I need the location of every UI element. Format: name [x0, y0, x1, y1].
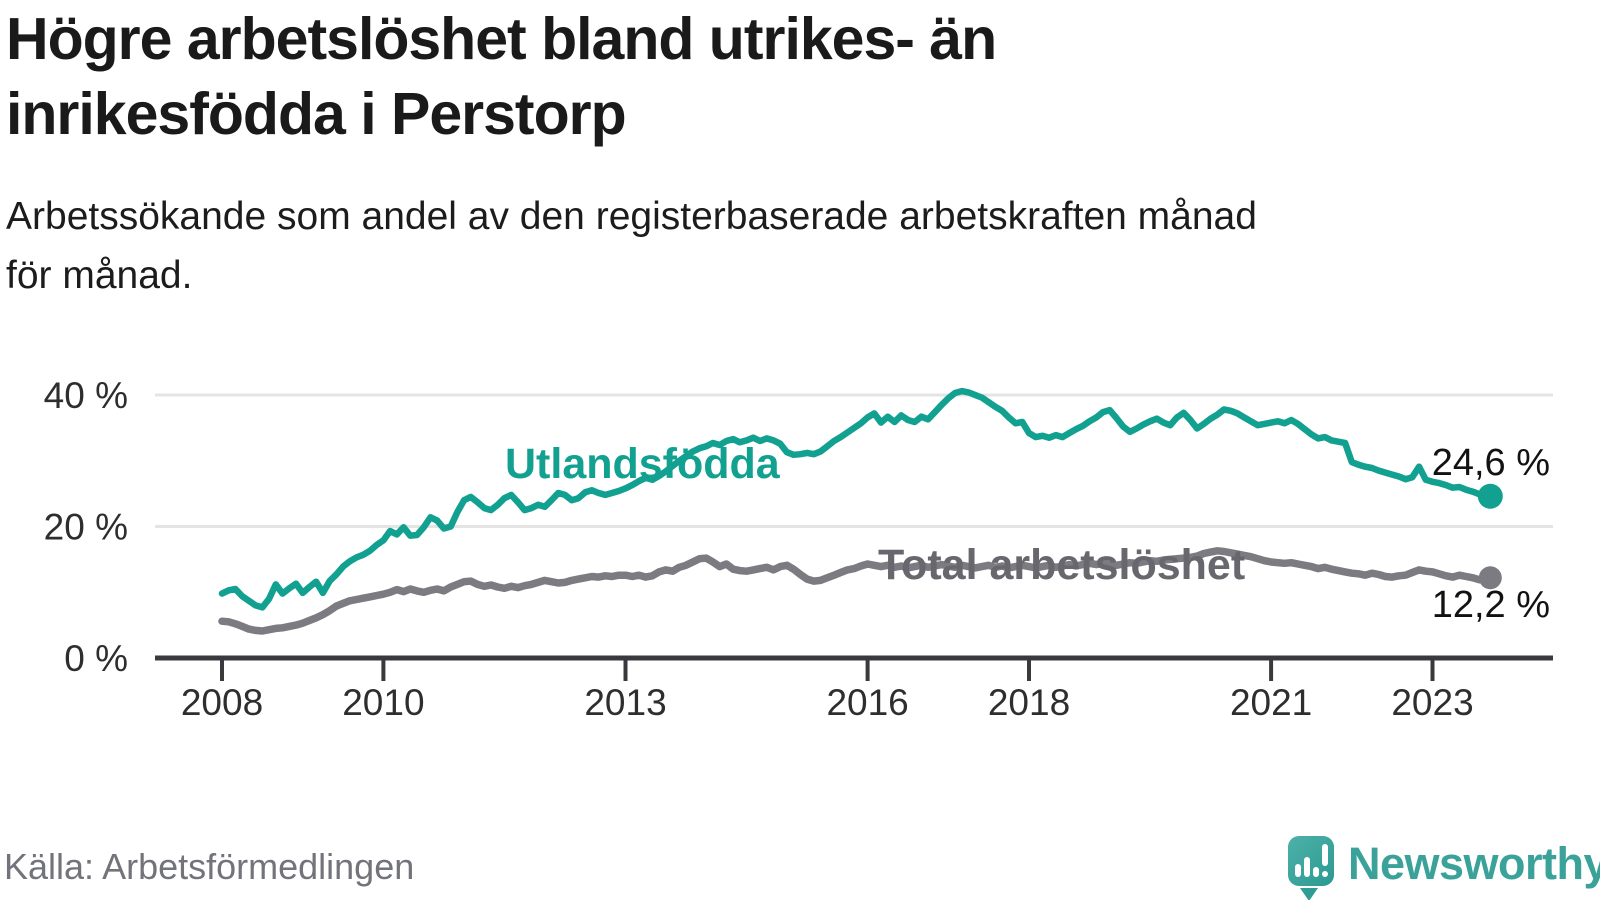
- newsworthy-bubble-chart-icon: [1288, 836, 1334, 900]
- end-point-dot-utlandsfodda: [1477, 483, 1503, 509]
- brand-name: Newsworthy: [1348, 838, 1600, 889]
- logo-bar-icon: [1313, 867, 1319, 877]
- x-tick-label: 2018: [988, 682, 1070, 723]
- logo-exclamation-icon: [1322, 844, 1328, 866]
- source-attribution: Källa: Arbetsförmedlingen: [4, 846, 415, 887]
- title-line-2: inrikesfödda i Perstorp: [6, 80, 627, 147]
- end-point-dot-total: [1478, 566, 1502, 590]
- series-label-utlandsfodda: Utlandsfödda: [505, 440, 780, 488]
- series-line-total: [218, 547, 1491, 635]
- end-value-label-total: 12,2 %: [1431, 584, 1550, 626]
- logo-exclamation-dot-icon: [1322, 871, 1328, 877]
- series-label-total-arbetsloshet: Total arbetslöshet: [878, 541, 1246, 589]
- series-line-utlandsfodda: [218, 387, 1490, 611]
- end-value-label-utlandsfodda: 24,6 %: [1431, 442, 1550, 484]
- logo-bar-icon: [1304, 857, 1310, 877]
- subtitle-line-1: Arbetssökande som andel av den registerb…: [6, 195, 1257, 238]
- page-title: Högre arbetslöshet bland utrikes- än inr…: [6, 2, 1326, 152]
- y-tick-label: 0 %: [64, 638, 128, 679]
- title-line-1: Högre arbetslöshet bland utrikes- än: [6, 6, 997, 72]
- y-tick-label: 40 %: [44, 375, 128, 416]
- page-subtitle: Arbetssökande som andel av den registerb…: [6, 188, 1566, 305]
- x-tick-label: 2008: [181, 682, 263, 723]
- logo-bar-icon: [1295, 864, 1301, 877]
- x-tick-label: 2023: [1391, 682, 1473, 723]
- x-tick-label: 2021: [1230, 682, 1312, 723]
- x-tick-label: 2010: [342, 682, 424, 723]
- logo-speech-tail-icon: [1300, 888, 1318, 900]
- subtitle-line-2: för månad.: [6, 253, 193, 297]
- y-tick-label: 20 %: [44, 507, 128, 548]
- x-tick-label: 2013: [584, 682, 666, 723]
- newsworthy-logo: Newsworthy: [1288, 832, 1600, 900]
- x-tick-label: 2016: [826, 682, 908, 723]
